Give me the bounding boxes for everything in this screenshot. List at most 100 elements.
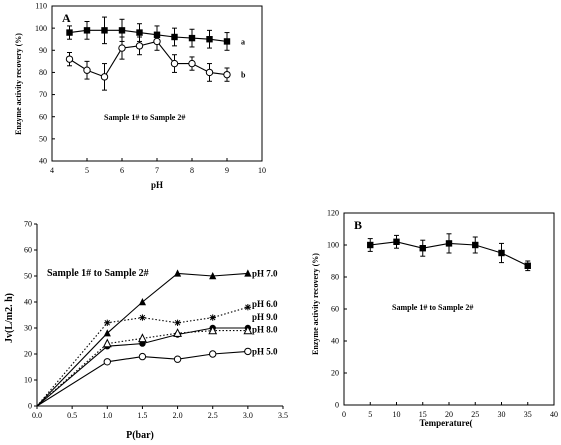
panel-flux-series-line [36, 330, 248, 407]
panel-flux-data-point [243, 325, 253, 335]
panel-flux-data-point [138, 352, 147, 361]
panel-a-data-point [170, 59, 179, 68]
panel-a-data-point [188, 34, 196, 42]
panel-b-y-tick-label: 20 [331, 369, 339, 378]
panel-flux-x-tick-label: 0.0 [32, 411, 42, 420]
panel-a-ylabel: Enzyme activity recovery (%) [14, 33, 23, 135]
panel-a-grid-ticks: 4 5 6 7 8 9 10 40 50 60 70 80 90 100 110 [35, 2, 266, 175]
panel-b-y-tick-label: 0 [335, 401, 339, 410]
panel-a-x-tick-label: 4 [50, 166, 54, 175]
panel-a-x-tick-label: 5 [85, 166, 89, 175]
panel-a-data-point [223, 70, 231, 79]
panel-a-x-tick-label: 6 [120, 166, 124, 175]
panel-b-x-tick-label: 30 [498, 410, 506, 419]
panel-a-data-point [118, 44, 126, 52]
panel-flux-series-line [36, 327, 248, 407]
panel-flux-data-point [244, 304, 252, 311]
panel-a-x-tick-label: 7 [155, 166, 159, 175]
panel-b-y-tick-label: 60 [331, 305, 339, 314]
panel-b-x-tick-label: 5 [368, 410, 372, 419]
panel-flux-x-tick-label: 3.0 [243, 411, 253, 420]
panel-a-annotation: Sample 1# to Sample 2# [104, 113, 185, 122]
panel-b-y-tick-label: 80 [331, 273, 339, 282]
panel-a-letter: A [62, 11, 71, 25]
panel-b-x-tick-label: 35 [524, 410, 532, 419]
panel-flux-data-point [174, 319, 181, 326]
panel-a-data-point [83, 66, 91, 74]
panel-flux-x-tick-label: 2.0 [173, 411, 183, 420]
panel-a-x-tick-label: 10 [258, 166, 266, 175]
panel-b-data-point [367, 241, 374, 249]
panel-b-x-tick-label: 15 [419, 410, 427, 419]
panel-b-ylabel: Enzyme activity recovery (%) [311, 253, 320, 355]
panel-flux-data-point [139, 314, 146, 321]
panel-a-data-point [153, 37, 161, 46]
panel-a-y-tick-label: 80 [39, 68, 47, 77]
panel-flux-data-point [209, 350, 217, 358]
panel-a-data-point [188, 59, 196, 68]
panel-a-data-point [171, 33, 178, 41]
panel-b-xlabel: Temperature( [420, 418, 473, 428]
panel-b-data-point [393, 238, 400, 245]
panel-b: B 0 5 10 15 20 25 30 35 40 0 20 40 60 80 100 120 Sample… [311, 209, 558, 428]
panel-flux-data-point [173, 328, 182, 337]
panel-b-data-point [498, 249, 505, 257]
panel-flux-y-tick-label: 10 [24, 376, 32, 385]
panel-flux-data-point [138, 298, 147, 306]
panel-b-letter: B [354, 218, 362, 232]
panel-flux-y-tick-label: 50 [24, 272, 32, 281]
panel-flux-series-label: pH 8.0 [252, 325, 278, 335]
panel-flux-data-point [173, 355, 182, 363]
panel-flux-series-label: pH 9.0 [252, 312, 278, 322]
panel-b-data-point [472, 241, 479, 249]
panel-a-y-tick-label: 60 [39, 112, 47, 121]
panel-a-series-label: b [241, 71, 246, 80]
panel-flux-y-tick-label: 40 [24, 298, 32, 307]
panel-flux-data-point [208, 325, 218, 335]
panel-b-data-point [419, 245, 426, 252]
panel-b-frame [343, 212, 555, 406]
panel-b-y-tick-label: 100 [327, 241, 339, 250]
panel-a-data-point [65, 55, 74, 63]
panel-a-series-line [69, 29, 228, 42]
panel-b-y-tick-label: 120 [327, 209, 339, 218]
panel-a-x-tick-label: 9 [225, 166, 229, 175]
panel-flux-data-point [103, 358, 111, 366]
panel-a-data-point [100, 73, 109, 81]
panel-a-data-point [66, 29, 73, 36]
panel-flux-x-tick-label: 3.5 [278, 411, 288, 420]
panel-b-x-tick-label: 20 [445, 410, 453, 419]
panel-flux-data-point [102, 338, 112, 348]
panel-flux-y-tick-label: 30 [24, 324, 32, 333]
panel-a-x-tick-label: 8 [190, 166, 194, 175]
panel-flux-data-point [244, 347, 252, 356]
panel-flux-series-line [36, 272, 248, 407]
panel-flux-ylabel: Jv(L/m2. h) [4, 293, 15, 343]
panel-flux-series [36, 269, 253, 407]
panel-flux: 0.0 0.5 1.0 1.5 2.0 2.5 3.0 3.5010203040506070 … [4, 220, 288, 441]
panel-a-data-point [136, 29, 143, 36]
panel-flux-x-tick-label: 2.5 [208, 411, 218, 420]
panel-a-series-line [69, 40, 228, 78]
panel-a-data-point [83, 27, 91, 34]
panel-flux-y-tick-label: 20 [24, 350, 32, 359]
panel-flux-y-tick-label: 70 [24, 220, 32, 229]
panel-a-y-tick-label: 90 [39, 46, 47, 55]
panel-a-y-tick-label: 40 [39, 157, 47, 166]
panel-b-ticks: 0 5 10 15 20 25 30 35 40 0 20 40 60 80 100 120 [327, 209, 558, 419]
panel-flux-ticks: 0.0 0.5 1.0 1.5 2.0 2.5 3.0 3.5 0 10 20 30 40 50 60 70 [24, 220, 288, 420]
panel-a-xlabel: pH [151, 180, 163, 190]
panel-flux-series-line [36, 350, 248, 407]
panel-flux-y-tick-label: 0 [28, 402, 32, 411]
panel-flux-data-point [103, 329, 111, 337]
panel-b-data-point [445, 240, 453, 247]
panel-a-series-label: a [241, 37, 245, 46]
panel-a-series: ab [65, 16, 246, 91]
panel-a-data-point [135, 42, 144, 50]
panel-a-y-tick-label: 50 [39, 135, 47, 144]
panel-flux-data-point [209, 272, 217, 280]
panel-b-x-tick-label: 0 [342, 410, 346, 419]
panel-flux-data-point [173, 269, 182, 277]
